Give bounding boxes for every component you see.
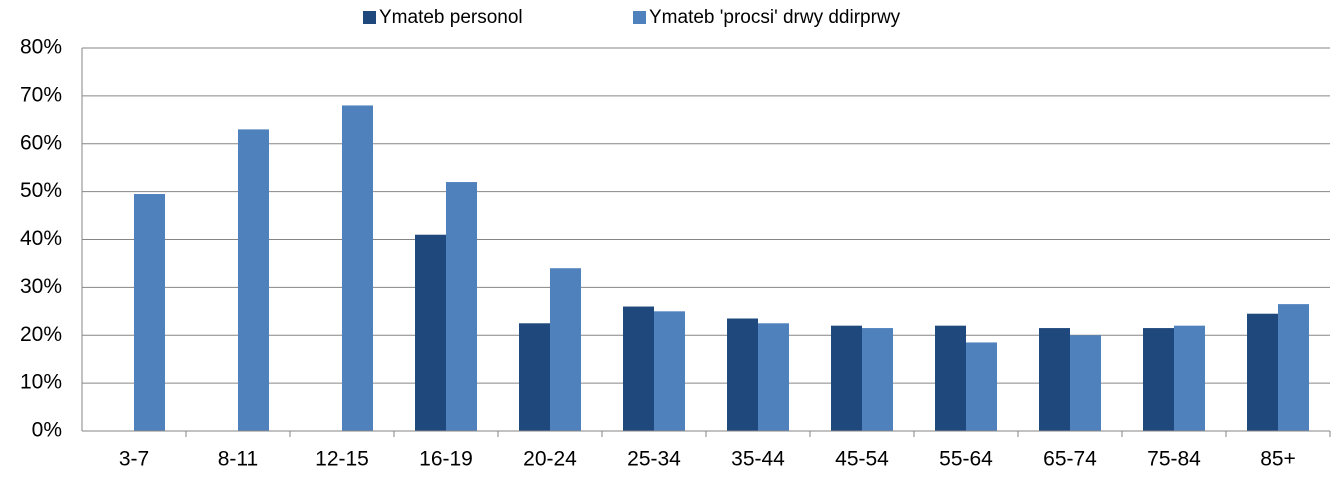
bar (654, 311, 685, 431)
bar (1174, 325, 1205, 431)
x-tick-label: 75-84 (1147, 448, 1201, 471)
x-tick-label: 12-15 (315, 448, 369, 471)
y-tick-label: 70% (20, 83, 62, 106)
bar (415, 234, 446, 431)
bar (966, 342, 997, 431)
y-tick-label: 80% (20, 36, 62, 59)
x-tick-label: 85+ (1260, 448, 1296, 471)
bar (446, 182, 477, 431)
bar (623, 306, 654, 431)
legend-swatch (633, 11, 646, 24)
x-tick-label: 45-54 (835, 448, 889, 471)
bar (238, 129, 269, 431)
y-tick-label: 10% (20, 371, 62, 394)
legend-swatch (363, 11, 376, 24)
bar (935, 325, 966, 431)
legend-label: Ymateb personol (379, 7, 523, 28)
y-tick-label: 40% (20, 227, 62, 250)
bar (758, 323, 789, 431)
bar (1143, 328, 1174, 431)
y-tick-label: 60% (20, 131, 62, 154)
bar (134, 194, 165, 431)
y-tick-label: 0% (32, 419, 62, 442)
y-tick-label: 50% (20, 179, 62, 202)
bar (1247, 313, 1278, 431)
bar (1278, 304, 1309, 431)
bar (727, 318, 758, 431)
y-tick-label: 30% (20, 275, 62, 298)
x-tick-label: 25-34 (627, 448, 681, 471)
bar (550, 268, 581, 431)
bar (1039, 328, 1070, 431)
bar (862, 328, 893, 431)
x-tick-label: 35-44 (731, 448, 785, 471)
x-tick-label: 65-74 (1043, 448, 1097, 471)
x-tick-label: 55-64 (939, 448, 993, 471)
bar (1070, 335, 1101, 431)
legend-label: Ymateb 'procsi' drwy ddirprwy (649, 7, 901, 28)
bar (831, 325, 862, 431)
x-tick-label: 16-19 (419, 448, 473, 471)
x-tick-label: 20-24 (523, 448, 577, 471)
legend: Ymateb personol Ymateb 'procsi' drwy ddir… (363, 7, 901, 28)
y-tick-label: 20% (20, 323, 62, 346)
x-tick-label: 8-11 (218, 448, 258, 471)
bar (342, 105, 373, 431)
x-tick-label: 3-7 (119, 448, 149, 471)
bar (519, 323, 550, 431)
